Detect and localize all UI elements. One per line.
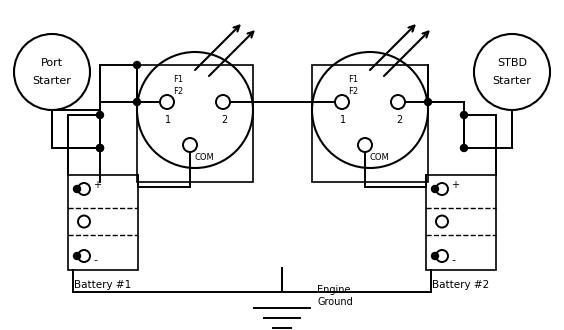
Circle shape (96, 145, 104, 151)
Text: STBD: STBD (497, 58, 527, 68)
Circle shape (96, 112, 104, 118)
Circle shape (425, 98, 431, 106)
Text: Port: Port (41, 58, 63, 68)
Text: 1: 1 (340, 115, 346, 125)
Bar (312, 65, 428, 182)
Text: COM: COM (369, 153, 389, 162)
Text: -: - (451, 255, 455, 265)
Circle shape (358, 138, 372, 152)
Text: F2: F2 (348, 87, 358, 96)
Circle shape (134, 98, 140, 106)
Text: Starter: Starter (33, 76, 72, 86)
Circle shape (134, 61, 140, 69)
Circle shape (391, 95, 405, 109)
Circle shape (78, 250, 90, 262)
Circle shape (436, 183, 448, 195)
Text: Battery #2: Battery #2 (433, 280, 490, 290)
Circle shape (431, 185, 438, 192)
Circle shape (216, 95, 230, 109)
Text: Engine
Ground: Engine Ground (317, 285, 352, 307)
Text: F2: F2 (173, 87, 183, 96)
Circle shape (183, 138, 197, 152)
Text: +: + (93, 180, 101, 190)
Circle shape (78, 215, 90, 228)
Bar (137, 65, 253, 182)
Text: 2: 2 (221, 115, 227, 125)
Circle shape (160, 95, 174, 109)
Bar (68, 175, 138, 270)
Circle shape (78, 183, 90, 195)
Circle shape (460, 145, 468, 151)
Circle shape (73, 185, 81, 192)
Text: Battery #1: Battery #1 (74, 280, 131, 290)
Circle shape (335, 95, 349, 109)
Text: 2: 2 (396, 115, 402, 125)
Circle shape (431, 252, 438, 259)
Circle shape (460, 112, 468, 118)
Circle shape (96, 145, 104, 151)
Circle shape (436, 215, 448, 228)
Text: -: - (93, 255, 97, 265)
Text: F1: F1 (348, 76, 358, 84)
Text: F1: F1 (173, 76, 183, 84)
Bar (426, 175, 496, 270)
Text: Starter: Starter (492, 76, 531, 86)
Text: COM: COM (194, 153, 214, 162)
Circle shape (436, 250, 448, 262)
Text: +: + (451, 180, 459, 190)
Text: 1: 1 (165, 115, 171, 125)
Circle shape (73, 252, 81, 259)
